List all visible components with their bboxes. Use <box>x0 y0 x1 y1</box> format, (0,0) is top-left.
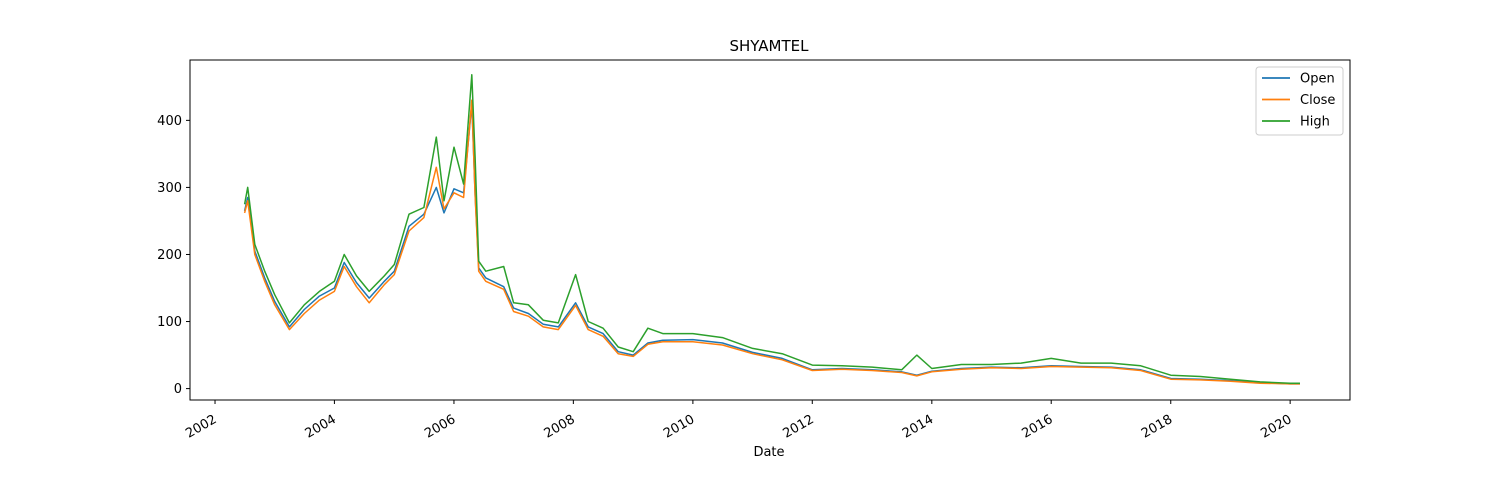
y-tick-label: 100 <box>157 315 182 330</box>
legend-label-open: Open <box>1300 72 1335 87</box>
x-tick-label: 2012 <box>781 412 817 442</box>
x-tick-label: 2018 <box>1139 412 1175 442</box>
x-tick-label: 2002 <box>183 412 219 442</box>
x-tick-label: 2010 <box>661 412 697 442</box>
x-tick-label: 2020 <box>1258 412 1294 442</box>
y-tick-label: 200 <box>157 248 182 263</box>
plot-frame <box>189 59 1351 401</box>
series-line-high <box>243 74 1300 384</box>
legend-box <box>1255 66 1344 136</box>
legend-label-close: Close <box>1300 93 1335 108</box>
x-tick-label: 2014 <box>900 412 936 442</box>
y-tick-label: 400 <box>157 114 182 129</box>
y-tick-label: 300 <box>157 181 182 196</box>
x-tick-label: 2006 <box>422 412 458 442</box>
x-tick-label: 2004 <box>303 412 339 442</box>
x-tick-label: 2008 <box>542 412 578 442</box>
series-line-close <box>243 99 1300 385</box>
legend: Open Close High <box>1255 66 1344 136</box>
x-axis-label: Date <box>753 445 784 460</box>
y-axis: 0 100 200 300 400 <box>157 114 190 397</box>
y-tick-label: 0 <box>174 382 182 397</box>
series-line-open <box>243 102 1300 385</box>
legend-label-high: High <box>1300 115 1330 130</box>
x-tick-label: 2016 <box>1019 412 1055 442</box>
plot-area <box>189 59 1351 401</box>
chart-title: SHYAMTEL <box>730 37 810 55</box>
x-axis: 2002 2004 2006 2008 2010 2012 2014 2016 2018 2020 <box>183 400 1295 442</box>
